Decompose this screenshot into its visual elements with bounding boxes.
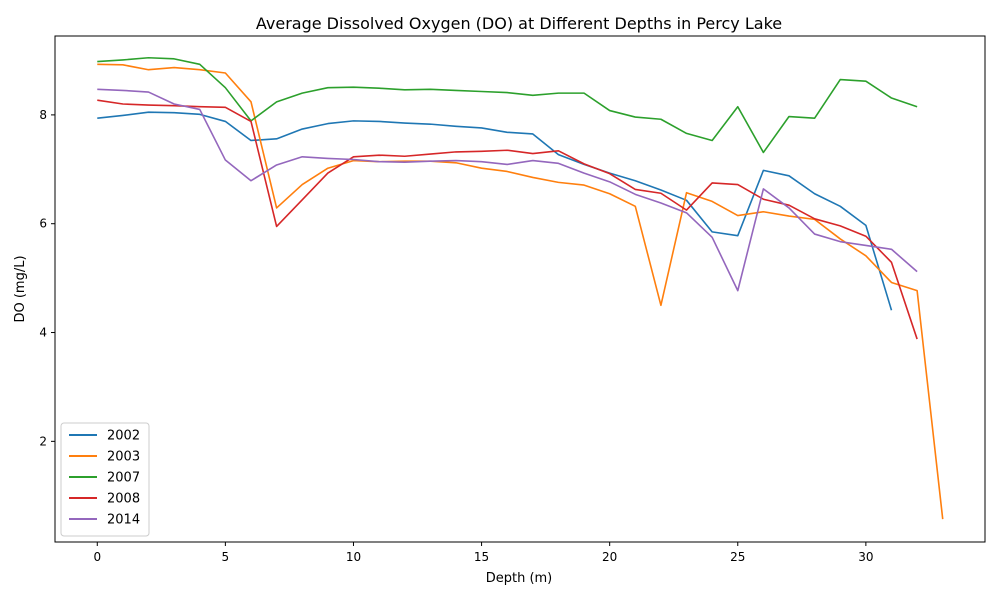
x-tick-label: 30 (858, 550, 873, 564)
y-tick-label: 2 (39, 434, 47, 448)
x-tick-label: 10 (346, 550, 361, 564)
x-tick-label: 15 (474, 550, 489, 564)
plot-area-frame (54, 35, 986, 543)
y-tick-label: 6 (39, 217, 47, 231)
legend-label-2014: 2014 (107, 513, 140, 528)
x-axis-ticks: 0 5 10 15 20 25 30 (93, 542, 874, 564)
legend-label-2003: 2003 (107, 450, 140, 465)
chart-title: Average Dissolved Oxygen (DO) at Differe… (256, 14, 782, 33)
legend-label-2007: 2007 (107, 471, 140, 486)
legend-label-2008: 2008 (107, 492, 140, 507)
series-lines (97, 56, 944, 520)
series-line-2007 (97, 56, 918, 154)
y-axis-ticks: 2 4 6 8 (39, 108, 55, 448)
legend-label-2002: 2002 (107, 429, 140, 444)
x-tick-label: 5 (222, 550, 230, 564)
y-axis-label: DO (mg/L) (13, 255, 28, 322)
legend: 2002 2003 2007 2008 2014 (60, 422, 150, 537)
x-tick-label: 0 (93, 550, 101, 564)
series-line-2014 (97, 88, 918, 292)
x-tick-label: 25 (730, 550, 745, 564)
y-tick-label: 8 (39, 108, 47, 122)
series-line-2003 (97, 63, 944, 520)
x-axis-label: Depth (m) (486, 571, 553, 586)
x-tick-label: 20 (602, 550, 617, 564)
y-tick-label: 4 (39, 326, 47, 340)
series-line-2008 (97, 99, 918, 340)
series-line-2002 (97, 111, 893, 311)
legend-box (60, 422, 150, 537)
